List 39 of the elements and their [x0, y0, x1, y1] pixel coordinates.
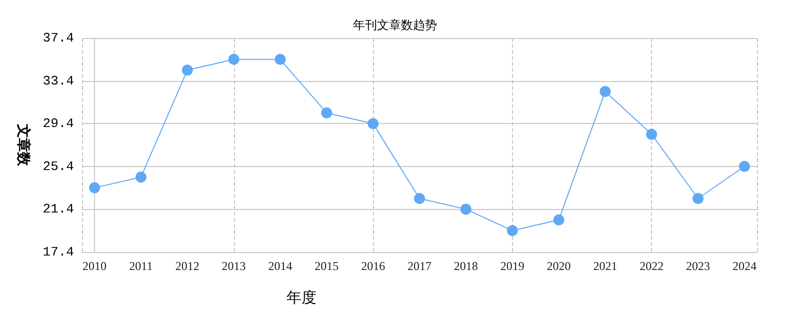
x-tick-label: 2021 [593, 259, 618, 273]
y-tick-label: 29.4 [42, 116, 74, 132]
point [182, 64, 193, 76]
point [738, 160, 750, 172]
point [600, 86, 611, 97]
x-tick-label: 2011 [129, 259, 153, 273]
x-axis-title: 年度 [286, 288, 316, 306]
x-tick-label: 2016 [361, 259, 386, 273]
point [274, 54, 286, 65]
x-tick-label: 2014 [268, 259, 292, 273]
point [553, 214, 564, 226]
x-tick-label: 2023 [686, 259, 710, 273]
y-tick-label: 17.4 [42, 244, 74, 260]
point [321, 107, 332, 118]
y-axis-title: 文章数 [15, 123, 32, 167]
point [228, 54, 240, 65]
y-tick-label: 37.4 [42, 30, 74, 46]
point [460, 204, 472, 215]
point [414, 193, 425, 204]
y-tick-label: 25.4 [42, 158, 74, 174]
point [506, 225, 518, 236]
x-tick-label: 2019 [500, 259, 524, 273]
point [646, 128, 658, 140]
chart-title: 年刊文章数趋势 [353, 18, 437, 32]
point [692, 193, 704, 204]
x-tick-label: 2024 [732, 259, 756, 273]
x-tick-label: 2018 [454, 259, 478, 273]
point [89, 182, 100, 194]
x-tick-label: 2013 [222, 259, 246, 273]
x-tick-label: 2010 [82, 259, 107, 273]
point [135, 172, 146, 183]
x-tick-label: 2022 [640, 259, 664, 273]
x-tick-label: 2015 [314, 259, 339, 273]
x-tick-label: 2012 [175, 259, 200, 273]
x-tick-label: 2020 [546, 259, 571, 273]
y-tick-label: 33.4 [42, 73, 74, 88]
y-tick-label: 21.4 [42, 202, 74, 217]
point [368, 118, 379, 130]
x-tick-label: 2017 [408, 259, 432, 273]
